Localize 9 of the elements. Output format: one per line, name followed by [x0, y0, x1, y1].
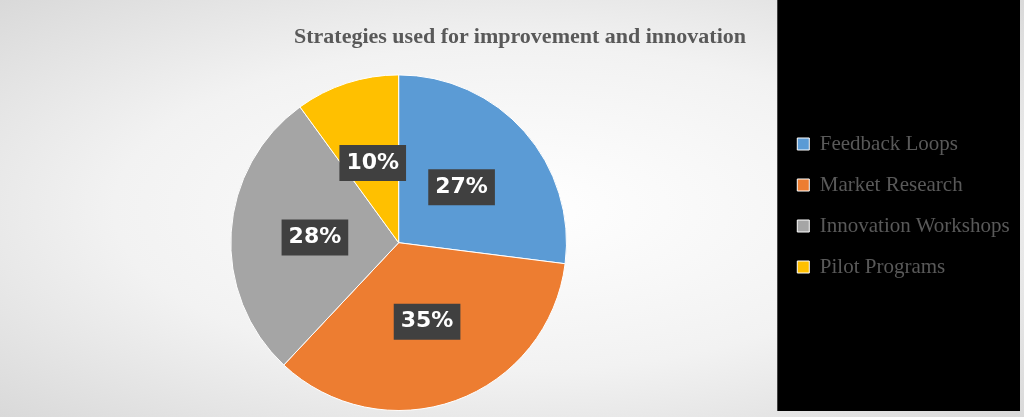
text: Strategies used for improvement and innovation	[293, 22, 747, 48]
legend-label: Innovation Workshops	[819, 212, 1010, 237]
legend-label: Pilot Programs	[819, 253, 946, 278]
data-label: 10%	[346, 148, 400, 174]
data-label: 28%	[288, 223, 342, 249]
data-label: 35%	[400, 307, 454, 333]
data-label: 27%	[435, 172, 488, 198]
legend-label: Market Research	[819, 171, 964, 196]
legend-label: Feedback Loops	[819, 130, 959, 155]
